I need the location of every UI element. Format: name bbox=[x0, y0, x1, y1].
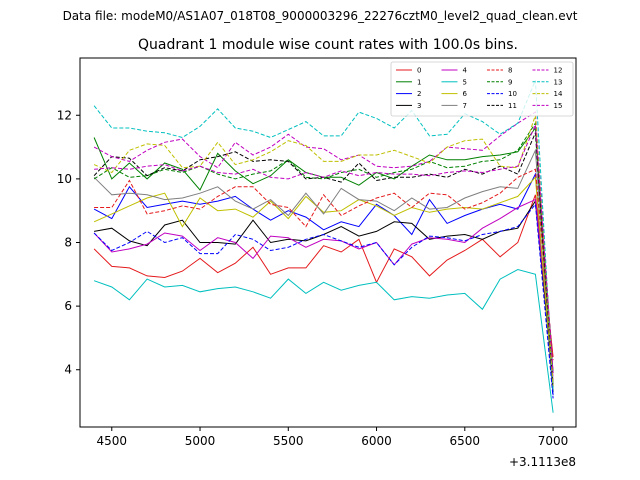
y-tick-label: 8 bbox=[64, 236, 72, 250]
series-line-3 bbox=[94, 199, 554, 383]
chart-title: Quadrant 1 module wise count rates with … bbox=[138, 37, 518, 53]
x-tick-label: 7000 bbox=[538, 434, 569, 448]
legend-label-14: 14 bbox=[554, 90, 563, 98]
x-tick-label: 5500 bbox=[273, 434, 304, 448]
legend-label-4: 4 bbox=[463, 67, 468, 75]
x-tick-label: 5000 bbox=[185, 434, 216, 448]
series-line-11 bbox=[93, 132, 554, 389]
legend-box bbox=[390, 61, 574, 117]
x-axis: 4500 5000 5500 6000 6500 7000 bbox=[96, 427, 568, 448]
y-axis: 4 6 8 10 12 bbox=[57, 108, 80, 377]
series-line-10 bbox=[93, 203, 554, 399]
legend-label-7: 7 bbox=[463, 102, 467, 110]
y-tick-label: 10 bbox=[57, 172, 72, 186]
series-line-5 bbox=[93, 268, 554, 413]
y-tick-label: 6 bbox=[64, 299, 72, 313]
series-line-14 bbox=[93, 115, 554, 386]
x-tick-label: 6500 bbox=[450, 434, 481, 448]
series-line-2 bbox=[93, 172, 554, 396]
series-line-15 bbox=[94, 124, 554, 373]
x-tick-label: 4500 bbox=[96, 434, 127, 448]
legend-label-3: 3 bbox=[417, 102, 421, 110]
legend-label-6: 6 bbox=[463, 90, 468, 98]
x-offset-label: +3.1113e8 bbox=[509, 455, 576, 469]
legend-label-15: 15 bbox=[554, 102, 563, 110]
y-tick-label: 4 bbox=[64, 363, 72, 377]
series-line-8 bbox=[94, 168, 554, 361]
series-line-4 bbox=[93, 198, 554, 373]
legend-label-0: 0 bbox=[417, 67, 421, 75]
y-tick-label: 12 bbox=[57, 108, 72, 122]
series-line-6 bbox=[93, 176, 554, 389]
legend-label-5: 5 bbox=[463, 78, 467, 86]
legend-label-12: 12 bbox=[554, 67, 563, 75]
legend-label-10: 10 bbox=[508, 90, 517, 98]
legend-label-11: 11 bbox=[508, 102, 517, 110]
legend-label-9: 9 bbox=[508, 78, 512, 86]
series-line-1 bbox=[93, 126, 554, 393]
legend-label-13: 13 bbox=[554, 78, 563, 86]
x-tick-label: 6000 bbox=[361, 434, 392, 448]
plot-area bbox=[93, 80, 554, 413]
legend-label-8: 8 bbox=[508, 67, 512, 75]
legend-label-1: 1 bbox=[417, 78, 421, 86]
figure-suptitle: Data file: modeM0/AS1A07_018T08_90000032… bbox=[63, 9, 578, 23]
series-line-0 bbox=[93, 194, 554, 358]
series-line-9 bbox=[93, 121, 554, 373]
legend-label-2: 2 bbox=[417, 90, 421, 98]
series-line-13 bbox=[93, 80, 554, 391]
series-line-12 bbox=[93, 111, 554, 380]
series-line-7 bbox=[93, 148, 554, 386]
